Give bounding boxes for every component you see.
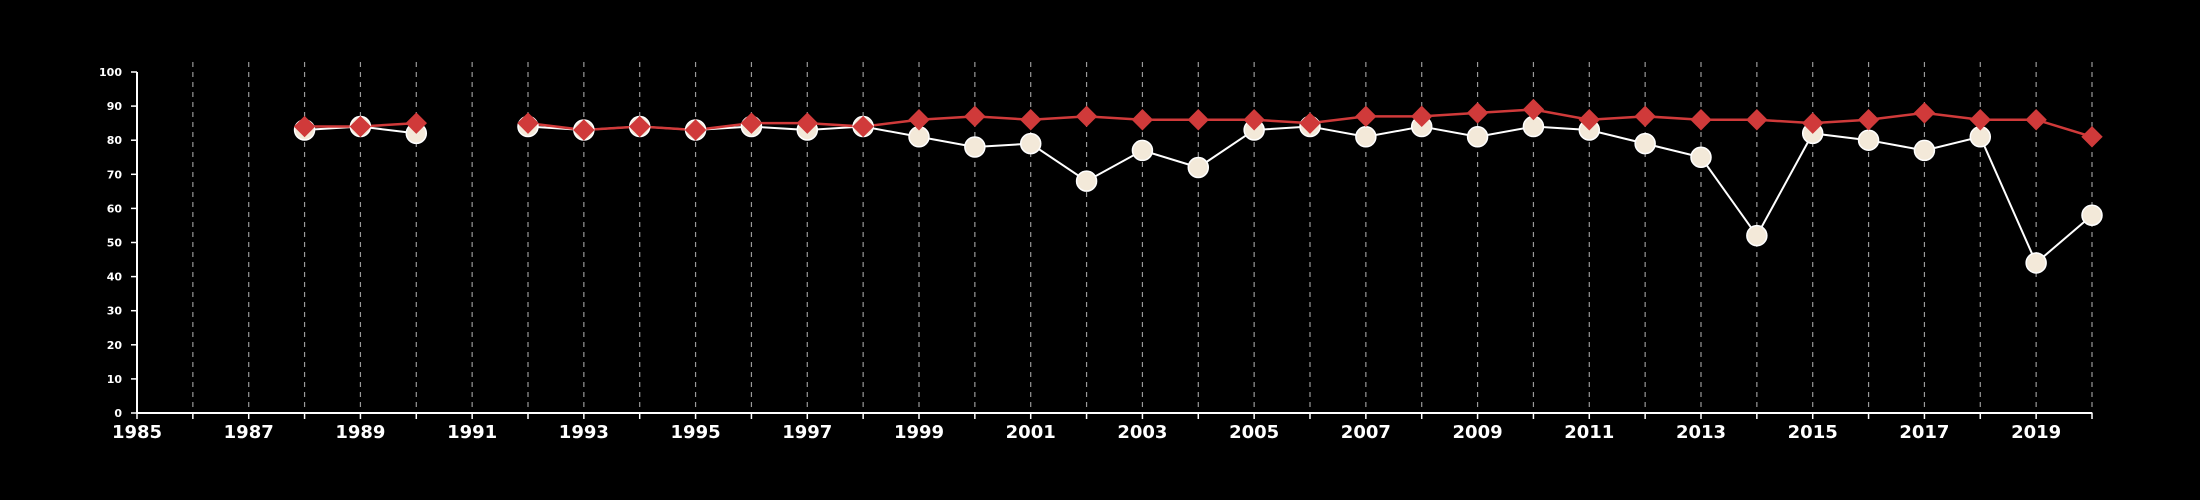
x-tick-label: 2011 (1564, 422, 1614, 443)
series-0-point (1355, 126, 1377, 148)
y-tick-label: 70 (107, 168, 123, 181)
axes: 1985 1987 1989 1991 1993 1995 1997 1999 2001 2003… (99, 66, 2093, 443)
series-1-point (1578, 109, 1600, 131)
series-1-point (1969, 109, 1991, 131)
x-tick-label: 2007 (1341, 422, 1391, 443)
series-1-point (1243, 109, 1265, 131)
series-1-point (1187, 109, 1209, 131)
x-tick-label: 1997 (782, 422, 832, 443)
series-1-point (1466, 102, 1489, 124)
x-tick-label: 1991 (447, 422, 497, 443)
series-0-point (1187, 156, 1210, 179)
x-tick-label: 2001 (1006, 422, 1056, 443)
series-1-point (796, 112, 818, 134)
series-1-point (1020, 109, 1042, 131)
series-0-point (1131, 139, 1154, 162)
series-1-point (1075, 105, 1098, 128)
series-markers (293, 98, 2103, 274)
x-tick-label: 1993 (559, 422, 609, 443)
series-1-point (405, 112, 427, 134)
y-tick-label: 80 (107, 134, 123, 147)
series-0-point (1466, 126, 1489, 148)
series-1-point (1634, 105, 1656, 128)
series-1-point (1857, 109, 1880, 131)
series-1-point (629, 115, 651, 138)
series-0-point (964, 136, 986, 158)
x-tick-label: 1999 (894, 422, 944, 443)
x-tick-label: 2019 (2011, 422, 2061, 443)
series-1-point (684, 119, 707, 141)
series-0-point (2025, 252, 2047, 274)
series-1-point (293, 115, 316, 138)
series-1-point (517, 112, 539, 134)
series-1-point (1913, 102, 1936, 124)
y-tick-label: 10 (107, 373, 123, 386)
y-tick-label: 60 (107, 202, 123, 215)
y-tick-label: 20 (107, 339, 123, 352)
series-1-point (908, 109, 930, 131)
x-tick-label: 1989 (335, 422, 385, 443)
series-0-point (1690, 146, 1712, 168)
series-1-point (2081, 126, 2103, 148)
series-1-point (349, 115, 372, 138)
series-0-point (1857, 129, 1880, 151)
x-tick-label: 2013 (1676, 422, 1726, 443)
x-tick-label: 2003 (1117, 422, 1167, 443)
x-tick-label: 1995 (671, 422, 721, 443)
series-0-point (1746, 224, 1768, 247)
x-tick-label: 2005 (1229, 422, 1279, 443)
x-tick-label: 1985 (112, 422, 162, 443)
series-1-point (1299, 112, 1321, 134)
y-tick-label: 0 (114, 407, 122, 420)
series-1-point (1802, 112, 1824, 134)
x-tick-label: 1987 (224, 422, 274, 443)
series-1-point (1355, 105, 1377, 128)
series-1-point (1746, 109, 1768, 131)
gridlines (192, 62, 2093, 413)
series-1-point (852, 115, 874, 138)
series-1-point (1131, 109, 1154, 131)
y-tick-label: 40 (107, 271, 123, 284)
series-1-point (740, 112, 763, 134)
x-tick-label: 2017 (1899, 422, 1949, 443)
series-0-point (1634, 132, 1656, 155)
y-tick-label: 100 (99, 66, 122, 79)
x-tick-label: 2009 (1453, 422, 1503, 443)
series-0-point (1913, 139, 1936, 162)
y-tick-label: 50 (107, 237, 123, 250)
series-1-point (964, 105, 986, 128)
series-1-point (1522, 98, 1545, 121)
series-1-point (1411, 105, 1433, 128)
series-0-point (1075, 170, 1098, 192)
y-tick-label: 30 (107, 305, 123, 318)
y-tick-label: 90 (107, 100, 123, 113)
series-0-point (2081, 204, 2103, 226)
x-tick-label: 2015 (1788, 422, 1838, 443)
series-1-point (1690, 109, 1712, 131)
series-1-point (2025, 109, 2047, 131)
series-0-point (1019, 132, 1042, 155)
series-1-point (573, 119, 595, 141)
